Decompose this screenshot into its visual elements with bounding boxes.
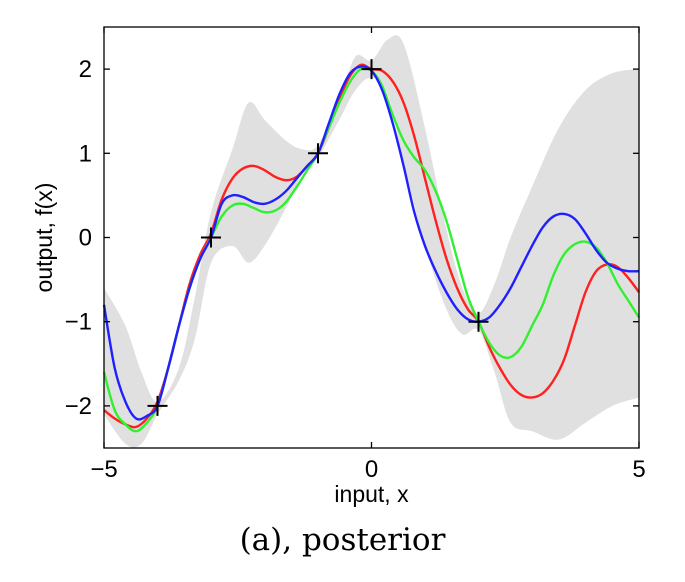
observation-marker-5 [468,311,489,332]
confidence-band-layer [104,35,639,448]
posterior-chart: −5 0 5 −2 −1 0 1 2 input, x output, f(x) [31,26,646,507]
ticks-layer: −5 0 5 −2 −1 0 1 2 [65,27,646,483]
y-axis-label: output, f(x) [31,183,57,293]
y-tick-label: 0 [79,225,92,252]
x-tick-label: −5 [90,456,117,483]
x-tick-label: 5 [632,456,645,483]
confidence-band [104,35,639,448]
observations-layer [147,59,489,416]
figure-caption: (a), posterior [239,522,446,558]
observation-marker-1 [147,395,168,416]
x-axis-label: input, x [334,481,409,507]
x-tick-label: 0 [365,456,378,483]
observation-marker-4 [361,59,382,80]
y-tick-label: −2 [65,393,92,420]
y-tick-label: 2 [79,56,92,83]
observation-marker-2 [201,227,221,248]
y-tick-label: −1 [65,309,92,336]
observation-marker-3 [308,143,328,164]
y-tick-label: 1 [79,140,92,167]
